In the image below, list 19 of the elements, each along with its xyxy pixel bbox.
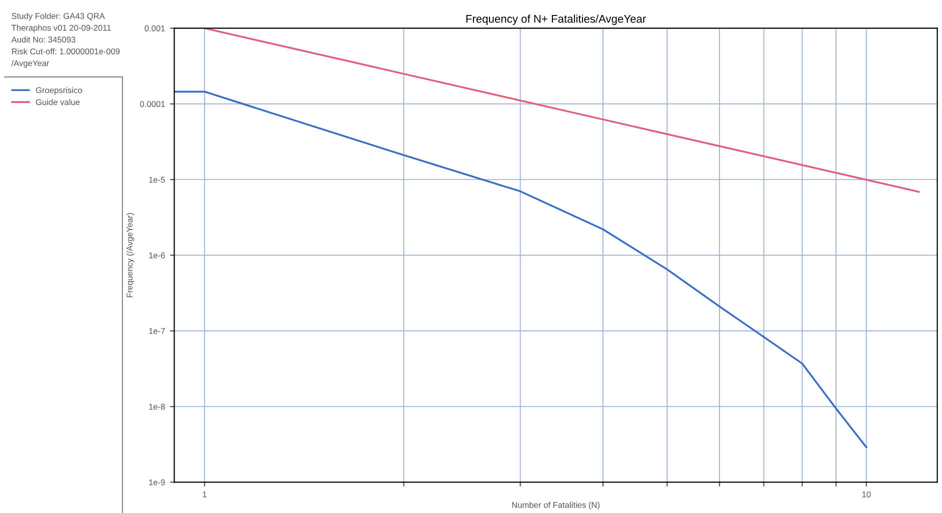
- y-axis-title: Frequency (/AvgeYear): [126, 213, 134, 298]
- x-axis-title: Number of Fatalities (N): [512, 502, 600, 510]
- y-tick-label: 1e-9: [149, 479, 165, 486]
- y-tick-label: 1e-7: [149, 328, 165, 334]
- text: Risk Cut-off: 1.0000001e-009: [12, 48, 120, 54]
- y-tick-label: 1e-6: [149, 252, 165, 258]
- text: Theraphos v01 20-09-2011: [11, 24, 111, 32]
- text: Study Folder: GA43 QRA: [12, 12, 105, 21]
- x-tick-label: 1: [202, 492, 206, 498]
- legend-label: Guide value: [36, 98, 80, 106]
- y-tick-label: 1e-8: [149, 404, 165, 410]
- y-tick-label: 0.001: [144, 25, 165, 32]
- y-tick-label: 0.0001: [140, 101, 165, 107]
- text: /AvgeYear: [11, 60, 50, 68]
- chart-title: Frequency of N+ Fatalities/AvgeYear: [466, 14, 646, 25]
- y-tick-label: 1e-5: [149, 176, 165, 183]
- legend-label: Groepsrisico: [36, 87, 82, 95]
- text: Audit No: 345093: [11, 36, 76, 43]
- x-tick-label: 10: [862, 491, 871, 498]
